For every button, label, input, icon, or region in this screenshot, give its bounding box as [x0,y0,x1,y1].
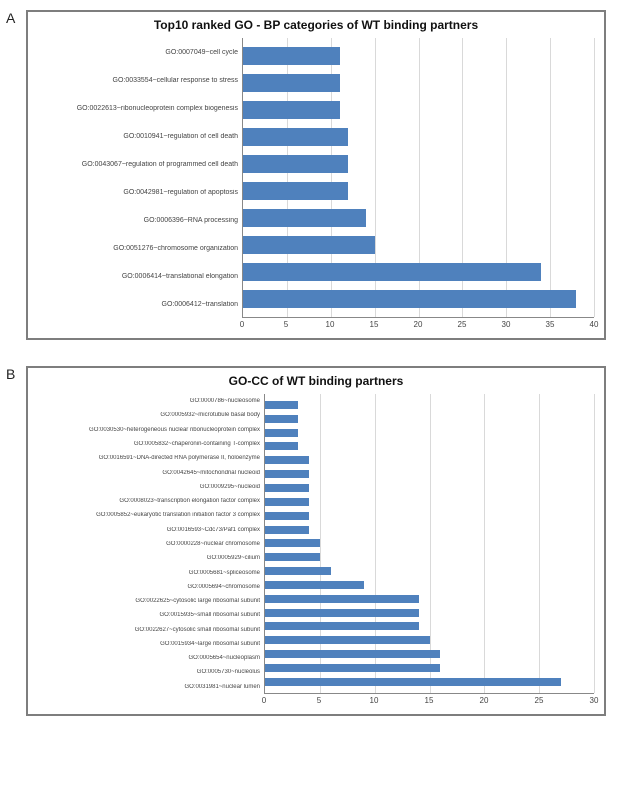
y-tick-label: GO:0005832~chaperonin-containing T-compl… [38,441,260,447]
bar [265,581,364,589]
bar [243,236,375,254]
y-tick-label: GO:0005694~chromosome [38,584,260,590]
x-tick-label: 25 [458,320,467,329]
x-tick-label: 0 [240,320,244,329]
bar [265,650,440,658]
y-tick-label: GO:0042981~regulation of apoptosis [38,189,238,196]
bar [265,595,419,603]
bar [265,622,419,630]
bar [265,609,419,617]
bars-container [265,394,594,693]
bar [265,498,309,506]
bar [265,678,561,686]
x-tick-label: 40 [590,320,599,329]
bar [243,47,340,65]
bar [243,182,348,200]
y-tick-label: GO:0016591~DNA-directed RNA polymerase I… [38,455,260,461]
y-tick-label: GO:0008023~transcription elongation fact… [38,498,260,504]
bar [265,415,298,423]
bar [265,470,309,478]
plot-wrap: GO:0000786~nucleosome GO:0005932~microtub… [38,394,594,694]
bars-container [243,38,594,317]
bar [265,567,331,575]
y-tick-label: GO:0051276~chromosome organization [38,245,238,252]
panel-b: B GO-CC of WT binding partners GO:0000786~… [6,366,606,716]
panel-letter: A [6,10,26,26]
x-tick-label: 20 [480,696,489,705]
bar [243,128,348,146]
y-tick-label: GO:0016593~Cdc73/Paf1 complex [38,527,260,533]
x-axis: 0510152025303540 [242,320,594,334]
panel-letter: B [6,366,26,382]
y-tick-label: GO:0006414~translational elongation [38,273,238,280]
gridline [594,394,595,693]
plot-area [242,38,594,318]
bar [265,512,309,520]
y-axis-labels: GO:0000786~nucleosome GO:0005932~microtub… [38,394,264,694]
bar [265,484,309,492]
plot-wrap: GO:0007049~cell cycle GO:0033554~cellular… [38,38,594,318]
y-tick-label: GO:0015935~small ribosomal subunit [38,612,260,618]
y-tick-label: GO:0005730~nucleolus [38,669,260,675]
bar [243,74,340,92]
plot-area [264,394,594,694]
bar [265,553,320,561]
y-tick-label: GO:0022613~ribonucleoprotein complex bio… [38,105,238,112]
chart-title: GO-CC of WT binding partners [38,374,594,388]
bar [265,442,298,450]
x-tick-label: 10 [326,320,335,329]
panel-a: A Top10 ranked GO - BP categories of WT b… [6,10,606,340]
y-tick-label: GO:0022625~cytosolic large ribosomal sub… [38,598,260,604]
y-tick-label: GO:0009295~nucleoid [38,484,260,490]
bar [265,429,298,437]
bar [243,209,366,227]
y-tick-label: GO:0005932~microtubule basal body [38,412,260,418]
bar [265,664,440,672]
y-tick-label: GO:0007049~cell cycle [38,49,238,56]
bar [265,539,320,547]
y-tick-label: GO:0005929~cilium [38,555,260,561]
x-tick-label: 30 [502,320,511,329]
x-axis: 051015202530 [264,696,594,710]
x-tick-label: 15 [425,696,434,705]
y-tick-label: GO:0022627~cytosolic small ribosomal sub… [38,627,260,633]
y-tick-label: GO:0006412~translation [38,301,238,308]
bar [265,456,309,464]
y-tick-label: GO:0043067~regulation of programmed cell… [38,161,238,168]
y-tick-label: GO:0010941~regulation of cell death [38,133,238,140]
y-tick-label: GO:0000228~nuclear chromosome [38,541,260,547]
y-tick-label: GO:0005852~eukaryotic translation initia… [38,512,260,518]
chart-box: GO-CC of WT binding partners GO:0000786~n… [26,366,606,716]
chart-title: Top10 ranked GO - BP categories of WT bi… [38,18,594,32]
x-tick-label: 20 [414,320,423,329]
y-tick-label: GO:0033554~cellular response to stress [38,77,238,84]
bar [265,636,430,644]
y-tick-label: GO:0042645~mitochondrial nucleoid [38,470,260,476]
y-tick-label: GO:0030530~heterogeneous nuclear ribonuc… [38,427,260,433]
x-tick-label: 15 [370,320,379,329]
x-tick-label: 35 [546,320,555,329]
bar [243,155,348,173]
y-tick-label: GO:0005654~nucleoplasm [38,655,260,661]
y-tick-label: GO:0000786~nucleosome [38,398,260,404]
x-tick-label: 10 [370,696,379,705]
x-tick-label: 30 [590,696,599,705]
gridline [594,38,595,317]
x-tick-label: 0 [262,696,266,705]
x-tick-label: 5 [317,696,321,705]
bar [265,526,309,534]
y-tick-label: GO:0006396~RNA processing [38,217,238,224]
bar [243,263,541,281]
y-tick-label: GO:0005681~spliceosome [38,570,260,576]
chart-box: Top10 ranked GO - BP categories of WT bi… [26,10,606,340]
y-tick-label: GO:0015934~large ribosomal subunit [38,641,260,647]
x-tick-label: 25 [535,696,544,705]
y-tick-label: GO:0031981~nuclear lumen [38,684,260,690]
x-tick-label: 5 [284,320,288,329]
y-axis-labels: GO:0007049~cell cycle GO:0033554~cellular… [38,38,242,318]
bar [243,101,340,119]
bar [265,401,298,409]
bar [243,290,576,308]
